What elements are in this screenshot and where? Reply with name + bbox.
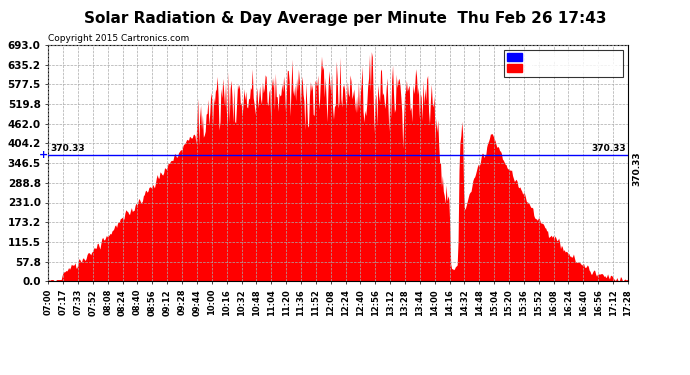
Text: 370.33: 370.33 (50, 144, 85, 153)
Legend: Median (w/m2), Radiation (w/m2): Median (w/m2), Radiation (w/m2) (504, 50, 623, 76)
Text: Solar Radiation & Day Average per Minute  Thu Feb 26 17:43: Solar Radiation & Day Average per Minute… (83, 11, 607, 26)
Text: 370.33: 370.33 (591, 144, 626, 153)
Text: Copyright 2015 Cartronics.com: Copyright 2015 Cartronics.com (48, 34, 190, 43)
Text: +: + (39, 150, 48, 160)
